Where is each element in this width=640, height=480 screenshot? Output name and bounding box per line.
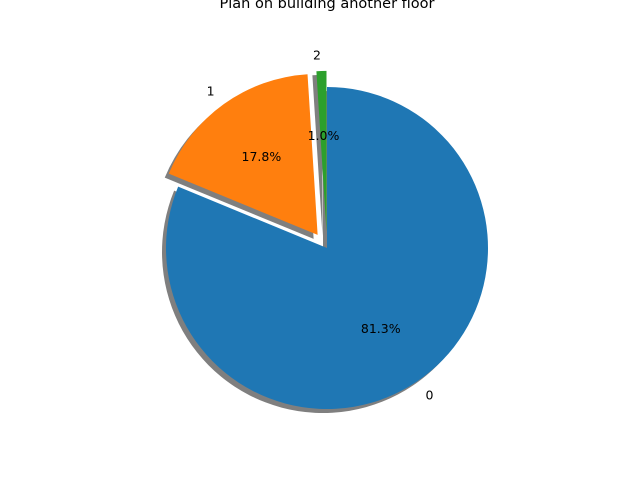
slice-1 <box>168 74 318 235</box>
slice-label-1: 1 <box>207 83 215 98</box>
slice-2 <box>316 70 327 232</box>
chart-title: Plan on building another floor <box>220 0 435 12</box>
pct-label-0: 81.3% <box>361 321 401 336</box>
pct-label-1: 17.8% <box>242 149 282 164</box>
slice-label-0: 0 <box>426 388 434 403</box>
slice-label-2: 2 <box>313 47 321 62</box>
slice-0 <box>166 87 489 409</box>
pie-label-layer: 0 81.3% 1 17.8% 2 1.0% <box>207 47 434 402</box>
pie-slice-layer <box>166 70 489 409</box>
pct-label-2: 1.0% <box>308 128 340 143</box>
